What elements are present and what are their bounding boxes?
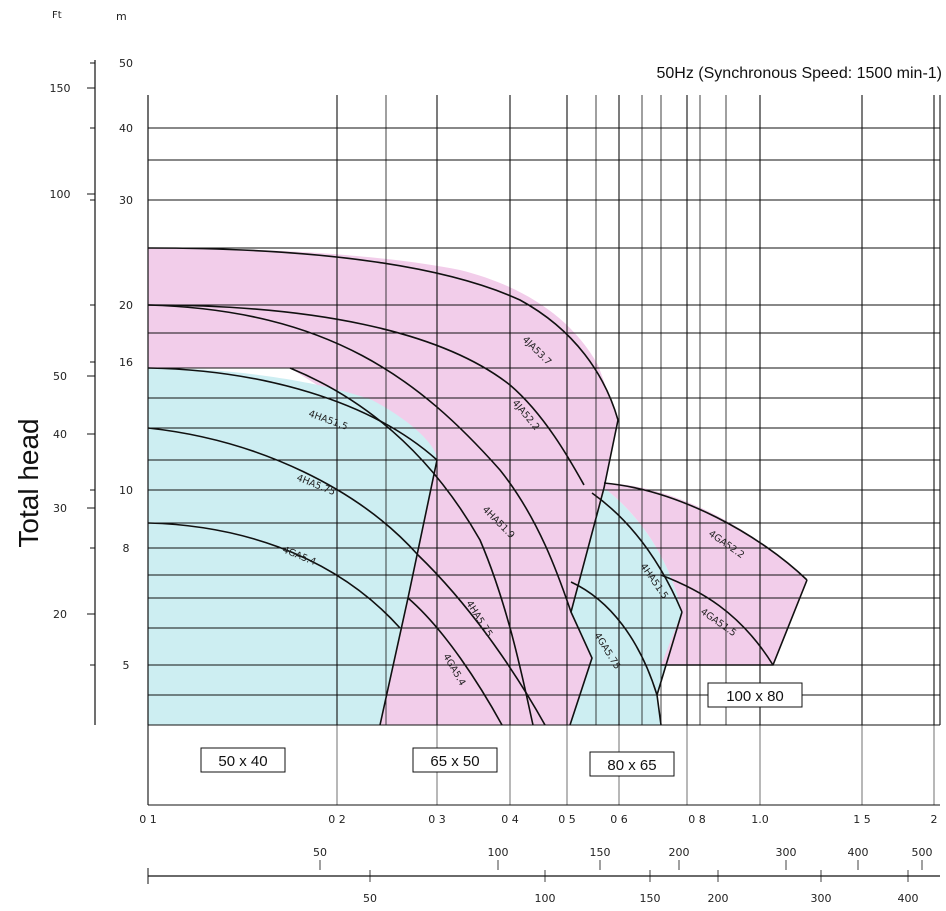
curve-4GA51.5-100x80 bbox=[660, 574, 774, 666]
x3-tick-label-5: 400 bbox=[898, 892, 919, 905]
curve-4GA52.2-100x80 bbox=[603, 482, 808, 581]
region-100x80 bbox=[604, 483, 807, 665]
x2-tick-label-6: 500 bbox=[912, 846, 933, 859]
y-tick-label-ft-5: 20 bbox=[53, 608, 67, 621]
x-tick-label-8: 1 5 bbox=[853, 813, 871, 826]
curve-4HA51.5-50x40 bbox=[147, 367, 438, 461]
x-tick-label-2: 0 3 bbox=[428, 813, 446, 826]
size-label-50x40: 50 x 40 bbox=[218, 753, 267, 770]
curve-4JA53.7-65x50 bbox=[147, 247, 619, 421]
y-unit-m: m bbox=[116, 10, 127, 23]
x2-tick-label-4: 300 bbox=[776, 846, 797, 859]
y-tick-label-m-1: 40 bbox=[119, 122, 133, 135]
size-label-65x50: 65 x 50 bbox=[430, 753, 479, 770]
x-tick-label-7: 1.0 bbox=[751, 813, 769, 826]
y-tick-label-m-7: 5 bbox=[123, 659, 130, 672]
region-65x50-upper bbox=[148, 248, 618, 725]
curve-4GA5.4-65x50 bbox=[407, 597, 503, 726]
y-tick-label-ft-4: 30 bbox=[53, 502, 67, 515]
y-tick-label-m-5: 10 bbox=[119, 484, 133, 497]
x2-tick-label-3: 200 bbox=[669, 846, 690, 859]
x-tick-label-9: 2 bbox=[931, 813, 938, 826]
y-tick-label-ft-3: 40 bbox=[53, 428, 67, 441]
region-80x65 bbox=[570, 488, 682, 725]
size-label-80x65: 80 x 65 bbox=[607, 757, 656, 774]
x3-tick-label-1: 100 bbox=[535, 892, 556, 905]
y-tick-label-m-2: 30 bbox=[119, 194, 133, 207]
x-tick-label-4: 0 5 bbox=[558, 813, 576, 826]
y-tick-label-ft-2: 50 bbox=[53, 370, 67, 383]
x-tick-label-6: 0 8 bbox=[688, 813, 706, 826]
x3-tick-label-0: 50 bbox=[363, 892, 377, 905]
curve-4JA52.2-65x50 bbox=[147, 304, 585, 486]
curve-4GA5.75-80x65 bbox=[570, 581, 658, 696]
y-tick-label-m-3: 20 bbox=[119, 299, 133, 312]
x3-tick-label-4: 300 bbox=[811, 892, 832, 905]
chart-title: 50Hz (Synchronous Speed: 1500 min-1) bbox=[657, 65, 943, 82]
curve-4HA51.9-65x50 bbox=[147, 304, 572, 613]
size-boxes: 50 x 40 65 x 50 80 x 65 100 x 80 bbox=[200, 682, 803, 777]
x-tick-label-5: 0 6 bbox=[610, 813, 628, 826]
x-tick-label-3: 0 4 bbox=[501, 813, 519, 826]
axes: 50 40 30 20 16 10 8 5 150 100 50 40 30 20 0 1 0 2 0 3 0 4… bbox=[50, 57, 940, 905]
region-50x40 bbox=[148, 368, 437, 725]
y-tick-label-m-6: 8 bbox=[123, 542, 130, 555]
x2-tick-label-2: 150 bbox=[590, 846, 611, 859]
y-unit-ft: Ft bbox=[52, 10, 62, 21]
y-tick-label-ft-1: 100 bbox=[50, 188, 71, 201]
pump-regions bbox=[148, 248, 807, 725]
size-label-100x80: 100 x 80 bbox=[726, 688, 784, 705]
curve-4GA5.4-50x40 bbox=[147, 522, 401, 629]
x3-tick-label-3: 200 bbox=[708, 892, 729, 905]
curve-4HA51.5-65x50 bbox=[289, 367, 534, 726]
x2-tick-label-1: 100 bbox=[488, 846, 509, 859]
curve-4HA51.5-80x65 bbox=[591, 492, 683, 613]
x-tick-label-1: 0 2 bbox=[328, 813, 346, 826]
y-tick-label-m-4: 16 bbox=[119, 356, 133, 369]
y-tick-label-m-0: 50 bbox=[119, 57, 133, 70]
x2-tick-label-5: 400 bbox=[848, 846, 869, 859]
x3-tick-label-2: 150 bbox=[640, 892, 661, 905]
y-tick-label-ft-0: 150 bbox=[50, 82, 71, 95]
x2-tick-label-0: 50 bbox=[313, 846, 327, 859]
curve-4HA5.75-65x50 bbox=[417, 554, 546, 726]
performance-curves bbox=[147, 247, 808, 726]
region-outline bbox=[379, 419, 808, 726]
curve-4HA5.75-50x40 bbox=[147, 427, 419, 556]
y-axis-label: Total head bbox=[13, 418, 44, 547]
x-tick-label-0: 0 1 bbox=[139, 813, 157, 826]
